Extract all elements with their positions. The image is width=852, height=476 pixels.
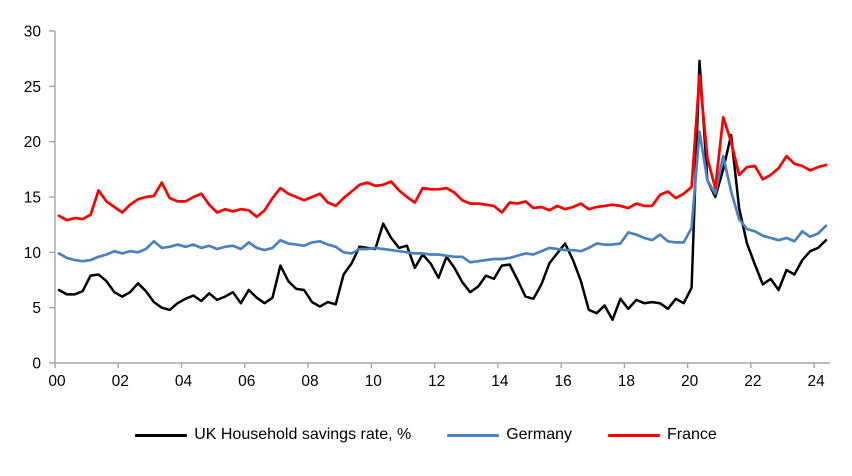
legend-label-uk: UK Household savings rate, % [194, 426, 412, 443]
germany-line-swatch-icon [447, 433, 500, 437]
x-axis-tick-label: 02 [112, 373, 129, 390]
x-axis-tick-label: 22 [744, 373, 761, 390]
x-axis-tick-label: 00 [48, 373, 66, 390]
x-axis-tick-label: 16 [554, 373, 571, 390]
x-axis-tick-label: 08 [301, 373, 318, 390]
x-axis-tick-label: 14 [491, 373, 509, 390]
y-axis-tick-label: 25 [24, 79, 41, 96]
france-line-swatch-icon [608, 433, 660, 437]
x-axis-tick-label: 06 [238, 373, 255, 390]
legend-item-france: France [608, 426, 717, 444]
legend-label-germany: Germany [506, 426, 572, 443]
y-axis-tick-label: 0 [32, 356, 41, 373]
chart-legend: UK Household savings rate, % Germany Fra… [0, 426, 852, 444]
x-axis-tick-label: 24 [808, 373, 826, 390]
x-axis-tick-label: 10 [365, 373, 383, 390]
y-axis-tick-label: 15 [24, 190, 41, 207]
x-axis-tick-label: 20 [681, 373, 699, 390]
legend-item-uk: UK Household savings rate, % [135, 426, 411, 444]
x-axis-tick-label: 18 [618, 373, 635, 390]
legend-label-france: France [667, 426, 717, 443]
series-line-uk [57, 59, 828, 322]
uk-line-swatch-icon [135, 433, 188, 437]
series-line-germany [57, 130, 828, 264]
y-axis-tick-label: 30 [24, 24, 42, 41]
y-axis-tick-label: 5 [32, 300, 41, 317]
x-axis-tick-label: 12 [428, 373, 445, 390]
y-axis-tick-label: 10 [24, 245, 42, 262]
x-axis-tick-label: 04 [175, 373, 193, 390]
y-axis-tick-label: 20 [24, 134, 42, 151]
series-line-france [57, 73, 828, 222]
legend-item-germany: Germany [447, 426, 572, 444]
